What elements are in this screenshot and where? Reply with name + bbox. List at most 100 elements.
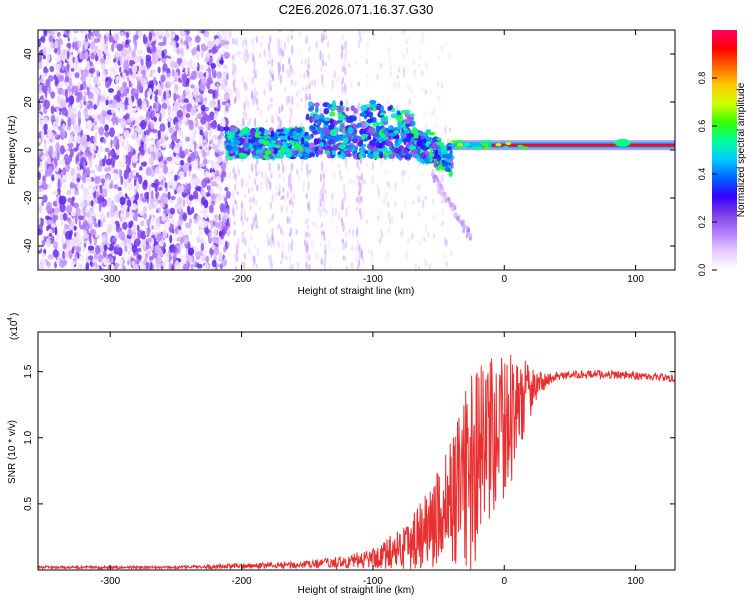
colorbar-tick-label: 0.2	[697, 216, 707, 229]
spectrogram-cell	[304, 230, 307, 239]
spectrogram-cell	[188, 182, 191, 192]
spectrogram-cell	[79, 136, 86, 145]
snr-panel: -300 -200 -100 0 100 0.51.01.5 Height of str…	[7, 313, 676, 596]
spectrogram-cell	[394, 201, 397, 208]
spectrogram-cell	[356, 239, 359, 247]
spectrogram-cell	[437, 95, 441, 102]
spectrogram-cell	[183, 228, 188, 235]
spectrogram-cell	[269, 201, 272, 210]
spectrogram-cell	[354, 145, 359, 152]
spectrogram-cell	[91, 259, 99, 264]
spectrogram-cell	[101, 201, 107, 207]
spectrogram-cell	[211, 46, 217, 55]
spectrogram-cell	[278, 244, 281, 250]
spectrogram-cell	[296, 261, 300, 269]
spectrogram-cell	[223, 92, 230, 102]
spectrogram-cell	[280, 260, 283, 265]
spectrogram-cell	[204, 36, 210, 43]
spectrogram-cell	[222, 64, 228, 70]
spectrogram-cell	[320, 258, 323, 266]
spectrogram-cell	[78, 116, 81, 126]
spectrogram-cell	[211, 144, 218, 150]
spectrogram-cell	[105, 80, 111, 89]
spectrogram-cell	[89, 41, 96, 49]
spectrogram-cell	[394, 80, 397, 88]
spectrogram-cell	[341, 85, 344, 95]
spectrogram-cell	[82, 44, 86, 53]
spectrogram-cell	[88, 154, 92, 161]
spectrogram-cell	[121, 93, 124, 98]
spectrogram-cell	[206, 179, 211, 184]
spectrogram-cell	[54, 227, 58, 236]
spectrogram-cell	[68, 154, 73, 163]
spectrogram-cell	[283, 195, 287, 205]
spectrogram-cell	[241, 235, 245, 244]
spectrogram-cell	[104, 167, 110, 172]
spectrogram-cell	[165, 57, 170, 63]
spectrogram-cell	[425, 109, 428, 116]
snr-scale-label: (x10 4 )	[7, 313, 20, 340]
spectrogram-cell	[234, 95, 237, 102]
spectrogram-cell	[43, 122, 48, 133]
spectrogram-cell	[363, 179, 367, 185]
spectrogram-cell	[358, 254, 361, 261]
spectrogram-cell	[171, 127, 177, 132]
spectrogram-cell	[199, 149, 204, 155]
spectrogram-cell	[258, 52, 262, 58]
spectrogram-cell	[45, 261, 50, 266]
spectrogram-cell	[347, 177, 351, 183]
spectrogram-cell	[220, 162, 227, 171]
spectrogram-cell	[271, 214, 274, 221]
spectrogram-cell	[148, 192, 152, 200]
spectrogram-cell	[308, 263, 311, 270]
spectrogram-cell	[86, 120, 93, 130]
spectrogram-cell	[443, 236, 446, 245]
spectrogram-cell	[104, 59, 112, 66]
spectrogram-cell	[353, 116, 357, 122]
spectrogram-cell	[154, 244, 161, 253]
spectrogram-cell	[41, 155, 46, 161]
spectrogram-cell	[83, 209, 86, 220]
spectrogram-cell	[243, 252, 247, 260]
spectrogram-cell	[192, 119, 197, 125]
spectrogram-cell	[89, 208, 96, 219]
spectrogram-cell	[83, 30, 87, 37]
spectrogram-cell	[137, 98, 142, 107]
spectrogram-cell	[71, 71, 75, 78]
spectrogram-cell	[143, 52, 146, 62]
spectrogram-cell	[311, 80, 314, 86]
spectrogram-cell	[352, 234, 355, 240]
spectrogram-cell	[329, 265, 332, 270]
spectrogram-cell	[360, 148, 365, 154]
spectrogram-cell	[344, 67, 347, 77]
spectrogram-cell	[61, 178, 67, 184]
spectrogram-cell	[100, 43, 107, 52]
spectrogram-cell	[290, 197, 293, 206]
spectrogram-cell	[289, 227, 293, 236]
spectrogram-cell	[52, 152, 56, 157]
spectrogram-cell	[250, 51, 253, 57]
spectrogram-cell	[338, 116, 344, 121]
spectrogram-cell	[307, 56, 310, 64]
spectrogram-cell	[253, 97, 257, 105]
spectrogram-cell	[278, 191, 281, 197]
spectrogram-cell	[144, 191, 150, 200]
spectrogram-cell	[296, 102, 299, 108]
spectrogram-cell	[263, 49, 266, 58]
spectrogram-cell	[76, 177, 80, 183]
spectrogram-cell	[196, 186, 203, 192]
spectrogram-cell	[97, 165, 103, 172]
spectrogram-cell	[343, 41, 346, 52]
spectrogram-cell	[128, 46, 132, 53]
spectrogram-cell	[48, 85, 52, 94]
spectrogram-cell	[169, 41, 175, 46]
spectrogram-cell	[50, 91, 56, 99]
spectrogram-cell	[279, 56, 283, 65]
spectrogram-cell	[238, 132, 243, 137]
spectrogram-cell	[72, 30, 80, 34]
spectrogram-cell	[405, 251, 408, 260]
spectrogram-cell	[74, 189, 79, 195]
spectrogram-cell	[367, 148, 371, 154]
spectrogram-cell	[288, 216, 292, 222]
spectrogram-cell	[342, 67, 345, 73]
